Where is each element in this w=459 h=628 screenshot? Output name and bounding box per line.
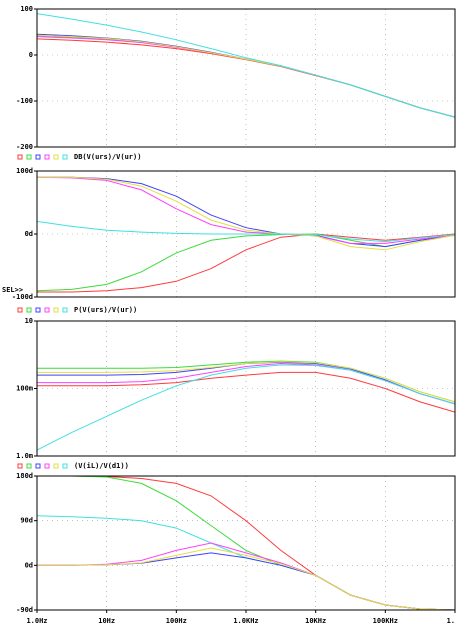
y-tick-label: 90d [20, 517, 33, 525]
x-tick-label: 1.0KHz [233, 617, 258, 625]
legend-marker [53, 463, 59, 469]
legend-marker [44, 154, 50, 160]
trace-line [37, 176, 456, 248]
trace-line [36, 36, 456, 118]
legend-marker [26, 307, 32, 313]
legend-marker [26, 463, 32, 469]
legend-marker [62, 154, 68, 160]
plot-frame [36, 8, 456, 148]
trace-legend: (V(iL)/V(d1)) [74, 462, 129, 470]
legend-marker [17, 463, 23, 469]
trace-line [36, 13, 456, 118]
x-tick-label: 10Hz [98, 617, 115, 625]
legend-marker [35, 463, 41, 469]
trace-legend: DB(V(urs)/V(ur)) [74, 153, 141, 161]
legend-marker [17, 154, 23, 160]
x-tick-label: 100KHz [373, 617, 398, 625]
trace-line [36, 515, 456, 611]
y-tick-label: -90d [16, 606, 33, 614]
legend-marker [53, 154, 59, 160]
y-tick-label: 0d [25, 230, 33, 238]
y-tick-label: 100 [20, 5, 33, 13]
y-tick-label: 100d [16, 167, 33, 175]
trace-line [37, 233, 456, 293]
legend-marker [35, 307, 41, 313]
legend-marker [44, 307, 50, 313]
y-tick-label: -100d [12, 293, 33, 301]
y-tick-label: -100 [16, 97, 33, 105]
trace-line [36, 38, 456, 118]
plot-frame [36, 170, 456, 298]
x-tick-label: 1. [447, 617, 455, 625]
legend-marker [62, 463, 68, 469]
trace-line [37, 361, 456, 403]
y-tick-label: 0d [25, 561, 33, 569]
y-tick-label: 180d [16, 472, 33, 480]
y-tick-label: 1.0m [16, 452, 33, 460]
trace-line [37, 176, 456, 251]
trace-line [36, 220, 456, 243]
legend-marker [35, 154, 41, 160]
legend-marker [26, 154, 32, 160]
selector-label: SEL>> [2, 286, 23, 294]
legend-marker [53, 307, 59, 313]
trace-legend: P(V(urs)/V(ur)) [74, 306, 137, 314]
y-tick-label: -200 [16, 143, 33, 151]
y-tick-label: 100m [16, 385, 33, 393]
trace-line [36, 176, 456, 244]
y-tick-label: 0 [29, 51, 33, 59]
legend-marker [17, 307, 23, 313]
trace-line [36, 364, 456, 451]
x-tick-label: 100Hz [166, 617, 187, 625]
legend-marker [62, 307, 68, 313]
x-tick-label: 1.0Hz [26, 617, 47, 625]
legend-marker [44, 463, 50, 469]
y-tick-label: 10 [25, 317, 33, 325]
trace-line [37, 371, 456, 413]
x-tick-label: 10KHz [305, 617, 326, 625]
trace-line [37, 547, 456, 611]
plot-frame [36, 320, 456, 457]
